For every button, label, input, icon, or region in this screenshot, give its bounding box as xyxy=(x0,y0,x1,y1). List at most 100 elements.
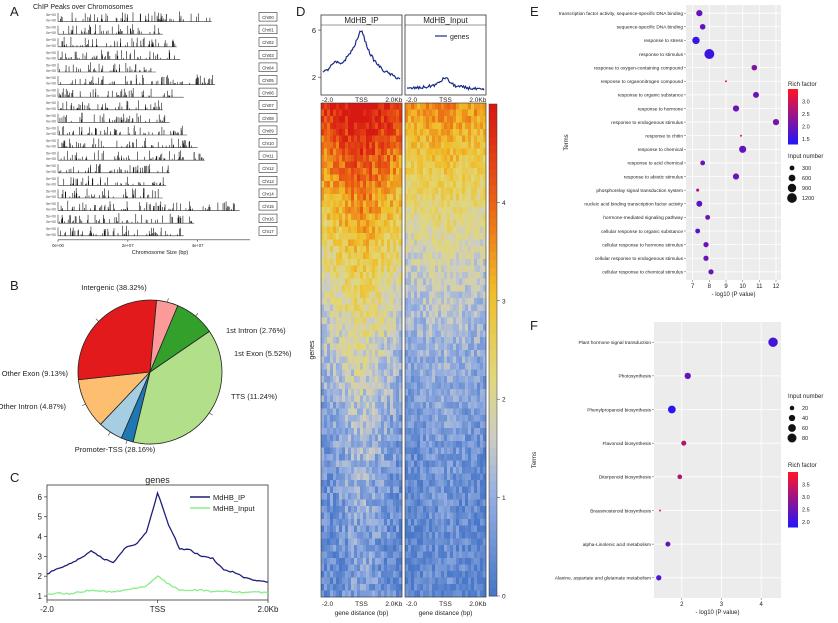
heatmap-cell xyxy=(351,233,355,240)
heatmap-cell xyxy=(387,369,391,377)
heatmap-cell xyxy=(468,350,472,357)
heatmap-cell xyxy=(327,311,331,318)
heatmap-cell xyxy=(471,148,475,156)
heatmap-cell xyxy=(408,330,412,338)
heatmap-cell xyxy=(465,356,469,364)
heatmap-cell xyxy=(378,213,382,221)
heatmap-cell xyxy=(447,493,451,500)
heatmap-cell xyxy=(342,213,346,221)
heatmap-cell xyxy=(480,142,484,149)
heatmap-cell xyxy=(324,356,328,364)
heatmap-cell xyxy=(372,291,376,299)
heatmap-cell xyxy=(399,122,403,130)
heatmap-cell xyxy=(483,233,487,240)
heatmap-cell xyxy=(384,291,388,299)
heatmap-cell xyxy=(381,525,385,533)
heatmap-cell xyxy=(369,285,373,292)
heatmap-cell xyxy=(417,155,421,162)
heatmap-cell xyxy=(390,265,394,273)
heatmap-cell xyxy=(444,285,448,292)
heatmap-cell xyxy=(354,473,358,481)
heatmap-cell xyxy=(321,356,325,364)
heatmap-cell xyxy=(480,467,484,474)
heatmap-cell xyxy=(420,324,424,331)
heatmap-cell xyxy=(480,239,484,247)
heatmap-cell xyxy=(462,506,466,513)
heatmap-cell xyxy=(381,265,385,273)
heatmap-cell xyxy=(339,311,343,318)
heatmap-cell xyxy=(363,577,367,585)
heatmap-cell xyxy=(351,259,355,266)
heatmap-cell xyxy=(483,168,487,175)
heatmap-cell xyxy=(387,148,391,156)
heatmap-cell xyxy=(405,213,409,221)
heatmap-cell xyxy=(324,207,328,214)
heatmap-cell xyxy=(345,467,349,474)
heatmap-cell xyxy=(417,246,421,253)
heatmap-cell xyxy=(321,382,325,390)
heatmap-cell xyxy=(429,129,433,136)
heatmap-cell xyxy=(444,467,448,474)
heatmap-cell xyxy=(351,356,355,364)
heatmap-cell xyxy=(420,155,424,162)
heatmap-cell xyxy=(366,311,370,318)
heatmap-cell xyxy=(354,382,358,390)
heatmap-cell xyxy=(426,343,430,351)
heatmap-cell xyxy=(450,395,454,403)
heatmap-cell xyxy=(351,584,355,591)
heatmap-cell xyxy=(456,460,460,468)
heatmap-cell xyxy=(408,265,412,273)
heatmap-cell xyxy=(387,506,391,513)
heatmap-cell xyxy=(327,564,331,572)
heatmap-cell xyxy=(474,408,478,416)
heatmap-cell xyxy=(336,369,340,377)
heatmap-cell xyxy=(342,304,346,312)
heatmap-cell xyxy=(372,187,376,195)
heatmap-cell xyxy=(450,291,454,299)
heatmap-cell xyxy=(330,564,334,572)
heatmap-cell xyxy=(393,298,397,305)
heatmap-cell xyxy=(351,551,355,559)
heatmap-cell xyxy=(432,460,436,468)
heatmap-cell xyxy=(411,317,415,325)
heatmap-cell xyxy=(444,473,448,481)
heatmap-cell xyxy=(372,148,376,156)
heatmap-cell xyxy=(384,460,388,468)
heatmap-cell xyxy=(471,493,475,500)
heatmap-cell xyxy=(462,389,466,396)
panel-c-plot-frame xyxy=(46,484,269,601)
heatmap-cell xyxy=(468,148,472,156)
heatmap-cell xyxy=(408,369,412,377)
heatmap-cell xyxy=(396,421,400,429)
heatmap-cell xyxy=(339,493,343,500)
heatmap-cell xyxy=(435,493,439,500)
heatmap-cell xyxy=(423,181,427,188)
heatmap-cell xyxy=(444,486,448,494)
panel-d-profile-title: MdHB_IP xyxy=(344,16,378,25)
heatmap-cell xyxy=(465,454,469,461)
heatmap-cell xyxy=(435,428,439,435)
heatmap-cell xyxy=(420,330,424,338)
heatmap-cell xyxy=(345,460,349,468)
heatmap-cell xyxy=(396,207,400,214)
heatmap-cell xyxy=(378,129,382,136)
heatmap-cell xyxy=(390,421,394,429)
heatmap-cell xyxy=(342,467,346,474)
heatmap-cell xyxy=(384,512,388,520)
heatmap-cell xyxy=(360,441,364,448)
heatmap-cell xyxy=(396,402,400,409)
heatmap-cell xyxy=(426,252,430,260)
heatmap-cell xyxy=(369,246,373,253)
heatmap-cell xyxy=(348,402,352,409)
heatmap-cell xyxy=(342,116,346,123)
heatmap-cell xyxy=(480,252,484,260)
heatmap-cell xyxy=(375,408,379,416)
heatmap-cell xyxy=(423,350,427,357)
heatmap-cell xyxy=(387,590,391,598)
heatmap-cell xyxy=(381,317,385,325)
heatmap-cell xyxy=(345,278,349,286)
heatmap-cell xyxy=(468,434,472,442)
heatmap-cell xyxy=(372,194,376,201)
heatmap-cell xyxy=(336,525,340,533)
heatmap-cell xyxy=(336,155,340,162)
